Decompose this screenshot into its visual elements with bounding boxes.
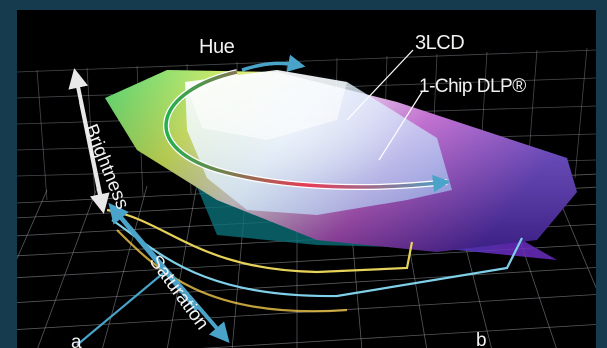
hue-arrow-icon (163, 54, 451, 193)
color-gamut-figure: Hue 3LCD 1-Chip DLP® Brightness Saturati… (17, 10, 596, 348)
callout-lines (346, 49, 423, 161)
gamut-graphic (17, 47, 596, 348)
corner-b-label: b (476, 330, 487, 348)
brightness-arrow-icon (68, 68, 110, 214)
hue-label: Hue (199, 36, 235, 58)
corner-a-label: a (71, 332, 82, 348)
projection-curves (76, 208, 523, 346)
dlp-label: 1-Chip DLP® (419, 76, 526, 97)
lcd-label: 3LCD (415, 32, 465, 54)
saturation-arrow-icon (108, 202, 230, 344)
